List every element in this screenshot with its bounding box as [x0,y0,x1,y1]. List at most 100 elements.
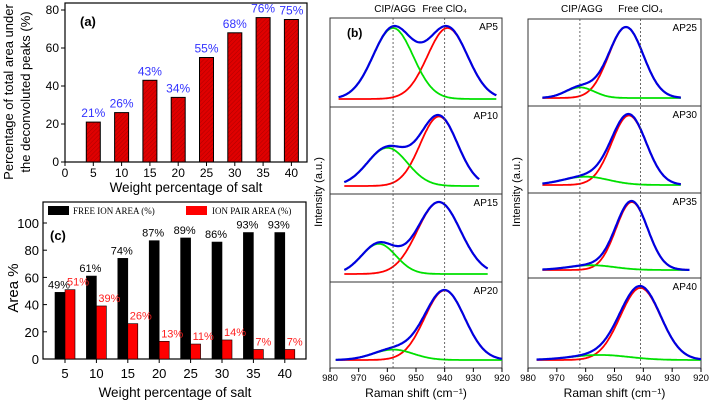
bar-data-label: 26% [110,97,134,111]
bar-data-label: 75% [279,4,303,18]
free-ion-bar [148,240,160,360]
x-tick-label: 30 [228,166,242,180]
panel-label: (b) [347,26,362,40]
x-tick-label: 930 [664,373,680,384]
x-tick-label: 40 [278,366,292,381]
x-tick-label: 0 [62,166,69,180]
free-ion-data-label: 89% [174,225,196,237]
legend-label-ion-pair: ION PAIR AREA (%) [212,206,291,216]
y-tick-label: 20 [46,117,60,131]
x-tick-label: 35 [256,166,270,180]
x-tick-label: 15 [121,366,135,381]
free-ion-data-label: 93% [268,220,290,232]
ion-pair-data-label: 39% [98,293,120,305]
free-anion-fit-curve [542,201,690,271]
free-anion-fit-curve [344,115,480,187]
ion-pair-data-label: 51% [67,277,89,289]
legend-swatch-ion-pair [186,206,207,215]
free-ion-data-label: 74% [111,245,133,257]
y-tick-label: 60 [46,41,60,55]
x-axis-label: Weight percentage of salt [110,180,263,195]
plot-frame [64,2,308,163]
free-ion-bar [117,258,129,360]
x-tick-label: 940 [437,373,453,384]
bar-data-label: 76% [251,2,275,16]
y-axis-label: Percentage of total area under [1,4,16,180]
ion-pair-fit-curve [335,348,502,361]
panel-label: (c) [50,228,66,243]
panel-label: (a) [80,14,96,29]
y-tick-label: 20 [25,325,39,340]
x-tick-label: 920 [494,373,510,384]
bar [199,57,214,163]
reference-label: Free ClO₄ [422,4,467,15]
bar [283,19,299,163]
legend-label-free-ion: FREE ION AREA (%) [73,206,155,216]
cumulative-fit-curve [542,112,681,186]
x-tick-label: 20 [172,166,186,180]
y-axis-label: Intensity (a.u.) [511,157,523,227]
bar-data-label: 55% [194,42,218,56]
plot-frame [42,201,307,360]
x-tick-label: 25 [200,166,214,180]
x-tick-label: 960 [379,373,395,384]
cumulative-fit-curve [542,25,681,99]
x-tick-label: 35 [246,366,260,381]
free-anion-fit-curve [536,286,702,361]
x-axis-label: Raman shift (cm⁻¹) [365,386,467,400]
bar [142,79,158,163]
free-ion-data-label: 61% [79,263,101,275]
x-tick-label: 980 [520,373,536,384]
x-tick-label: 970 [549,373,565,384]
ion-pair-bar [96,305,107,360]
x-tick-label: 930 [465,373,481,384]
y-tick-label: 100 [17,216,39,231]
ion-pair-data-label: 11% [193,331,214,343]
bar-data-label: 21% [81,106,105,120]
free-ion-bar [54,292,66,360]
free-ion-data-label: 86% [205,229,227,241]
ion-pair-data-label: 14% [224,327,246,339]
cumulative-fit-curve [542,199,690,271]
x-tick-label: 920 [693,373,709,384]
ion-pair-data-label: 7% [287,336,303,348]
plot-frame [329,17,503,369]
cumulative-fit-curve [536,284,702,361]
bar-data-label: 34% [166,81,190,95]
x-tick-label: 40 [285,166,299,180]
legend-swatch-free-ion [48,206,69,215]
x-tick-label: 10 [89,366,103,381]
free-ion-data-label: 93% [236,220,258,232]
ion-pair-data-label: 7% [255,336,271,348]
x-tick-label: 15 [143,166,157,180]
panel-a-bar-chart: 0 20 40 60 80 0 5 10 15 20 25 30 35 40 21% 26% 43% 34% 55%… [1,2,308,195]
x-tick-label: 950 [408,373,424,384]
free-anion-fit-curve [344,201,489,275]
free-ion-data-label: 49% [48,279,70,291]
bar [114,112,130,163]
free-ion-bar [274,232,286,360]
y-tick-label: 80 [46,3,60,17]
x-tick-label: 30 [215,366,229,381]
reference-label: CIP/AGG [374,4,416,15]
y-axis-label: Area % [5,263,22,312]
free-ion-bar [243,232,254,360]
spectrum-label: AP40 [673,282,698,293]
cumulative-fit-curve [343,113,480,184]
ion-pair-bar [158,341,170,360]
bar-data-label: 43% [138,64,162,78]
y-axis-label: Intensity (a.u.) [313,157,325,227]
spectrum-label: AP15 [474,198,499,209]
panel-b-raman-spectra: AP5 AP10 AP15 AP20 CIP/AGG Free ClO₄ 980 970 960… [313,4,709,400]
spectrum-label: AP25 [673,23,698,34]
x-tick-label: 940 [635,373,651,384]
bar [255,17,271,163]
y-tick-label: 60 [25,270,39,285]
x-tick-label: 980 [322,373,338,384]
ion-pair-bar [64,289,76,360]
spectrum-label: AP20 [474,286,499,297]
free-ion-bar [211,241,223,360]
ion-pair-bar [253,349,264,360]
ion-pair-data-label: 26% [130,311,152,323]
